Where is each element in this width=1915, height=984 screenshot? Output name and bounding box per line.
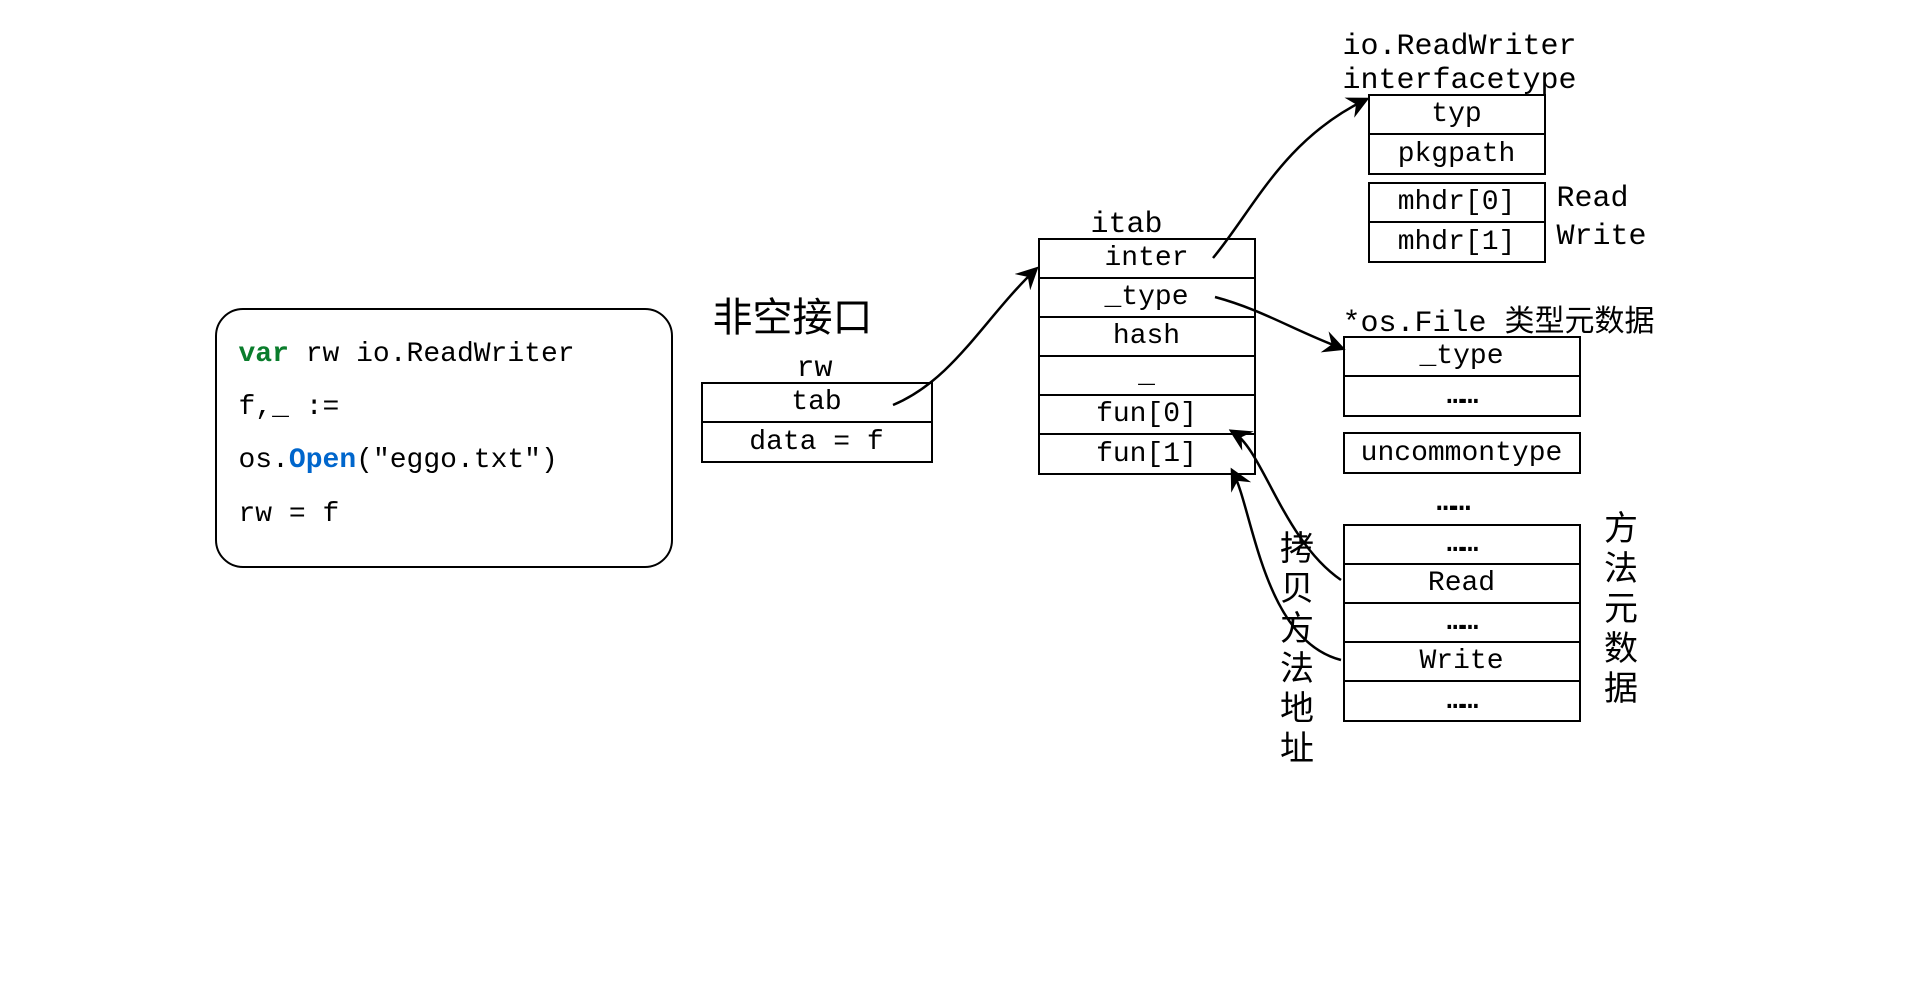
diagram-root: var rw io.ReadWriter f,_ := os.Open("egg… — [193, 0, 1723, 784]
osfile-uncommon-table: uncommontype — [1343, 432, 1581, 474]
iface-cell-typ: typ — [1370, 96, 1544, 135]
rw-cell-data: data = f — [703, 423, 931, 461]
methods-cell-write: Write — [1345, 643, 1579, 682]
iface-cell-mhdr0: mhdr[0] — [1370, 184, 1544, 223]
code-line-2: f,_ := os.Open("eggo.txt") — [239, 381, 649, 487]
methods-cell-4: …… — [1345, 682, 1579, 720]
osfile-cell-type: _type — [1345, 338, 1579, 377]
methods-cell-read: Read — [1345, 565, 1579, 604]
osfile-below-dots: …… — [1437, 486, 1469, 520]
code-text: rw = f — [239, 499, 340, 530]
itab-label: itab — [1091, 208, 1163, 242]
rw-label: rw — [797, 352, 833, 386]
iface-cell-mhdr1: mhdr[1] — [1370, 223, 1544, 261]
iface-cell-pkgpath: pkgpath — [1370, 135, 1544, 173]
code-text: ("eggo.txt") — [356, 445, 558, 476]
interfacetype-mhdr-table: mhdr[0] mhdr[1] — [1368, 182, 1546, 263]
kw-var: var — [239, 339, 289, 370]
itab-cell-fun1: fun[1] — [1040, 435, 1254, 473]
interfacetype-label: interfacetype — [1343, 64, 1577, 98]
code-line-1: var rw io.ReadWriter — [239, 328, 649, 381]
itab-cell-fun0: fun[0] — [1040, 396, 1254, 435]
mhdr1-side-label: Write — [1557, 220, 1647, 254]
methods-table: …… Read …… Write …… — [1343, 524, 1581, 722]
itab-table: inter _type hash _ fun[0] fun[1] — [1038, 238, 1256, 475]
code-text: rw io.ReadWriter — [289, 339, 575, 370]
mhdr0-side-label: Read — [1557, 182, 1629, 216]
arrow-inter-to-ifacetype — [1213, 100, 1365, 258]
itab-cell-underscore: _ — [1040, 357, 1254, 396]
itab-cell-inter: inter — [1040, 240, 1254, 279]
kw-open: Open — [289, 445, 356, 476]
copy-method-addr-label: 拷贝方法地址 — [1269, 530, 1318, 770]
method-metadata-label: 方法元数据 — [1593, 510, 1642, 710]
osfile-cell-dots: …… — [1345, 377, 1579, 415]
code-box: var rw io.ReadWriter f,_ := os.Open("egg… — [215, 308, 673, 568]
code-line-3: rw = f — [239, 488, 649, 541]
itab-cell-type: _type — [1040, 279, 1254, 318]
methods-cell-0: …… — [1345, 526, 1579, 565]
interfacetype-table: typ pkgpath — [1368, 94, 1546, 175]
title-non-empty-interface: 非空接口 — [713, 285, 873, 343]
itab-cell-hash: hash — [1040, 318, 1254, 357]
rw-table: tab data = f — [701, 382, 933, 463]
rw-cell-tab: tab — [703, 384, 931, 423]
osfile-label: *os.File 类型元数据 — [1343, 296, 1655, 341]
io-readwriter-label: io.ReadWriter — [1343, 30, 1577, 64]
methods-cell-2: …… — [1345, 604, 1579, 643]
osfile-cell-uncommon: uncommontype — [1345, 434, 1579, 472]
osfile-table: _type …… — [1343, 336, 1581, 417]
